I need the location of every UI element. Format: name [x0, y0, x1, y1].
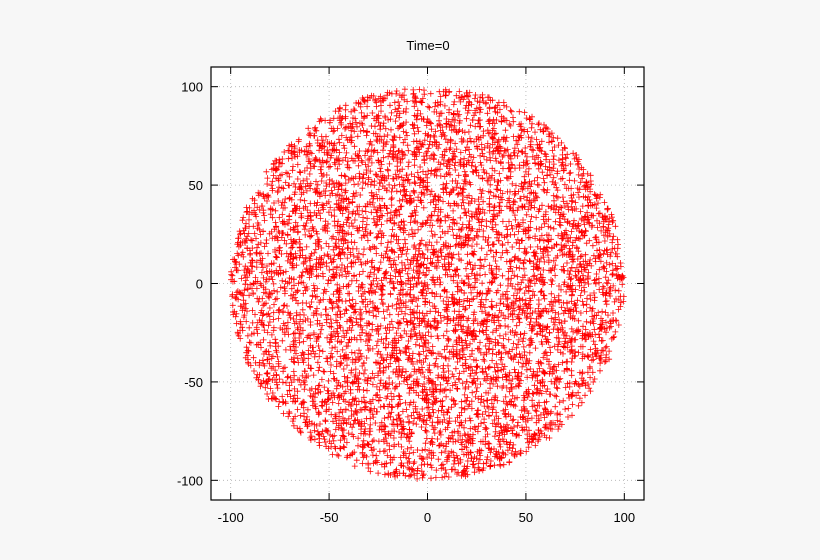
- chart-title: Time=0: [406, 38, 449, 53]
- axis-ticks: [211, 67, 644, 500]
- y-tick-label: 50: [189, 178, 203, 193]
- y-tick-label: -50: [184, 375, 203, 390]
- x-tick-label: -50: [320, 510, 339, 525]
- y-tick-label: 100: [181, 80, 203, 95]
- point-markers: [228, 86, 627, 482]
- tick-labels: -100 -50 0 50 100 -100 -50 0 50 100: [177, 80, 635, 525]
- x-tick-label: 100: [613, 510, 635, 525]
- x-tick-label: 0: [424, 510, 431, 525]
- y-tick-label: 0: [196, 277, 203, 292]
- x-tick-label: -100: [218, 510, 244, 525]
- x-tick-label: 50: [519, 510, 533, 525]
- data-points: [228, 86, 627, 482]
- y-tick-label: -100: [177, 473, 203, 488]
